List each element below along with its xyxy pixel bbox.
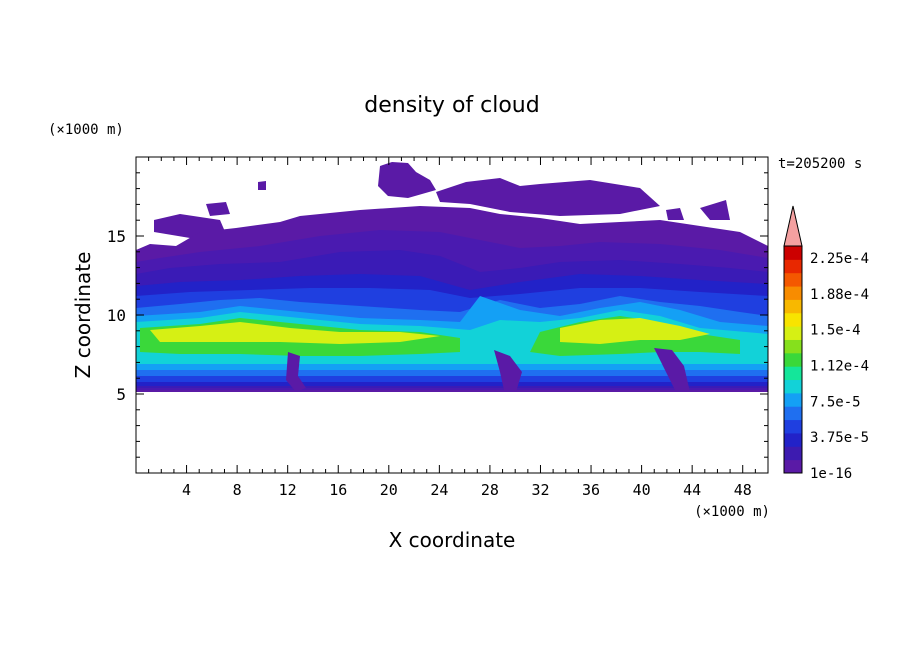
colorbar-swatch	[784, 339, 802, 354]
colorbar-swatch	[784, 459, 802, 474]
colorbar-swatch	[784, 379, 802, 394]
colorbar: 1e-16 3.75e-5 7.5e-5 1.12e-4 1.5e-4 1.88e-4 2.…	[783, 205, 869, 482]
colorbar-label: 1.88e-4	[810, 287, 869, 303]
time-label: t=205200 s	[778, 156, 862, 172]
colorbar-swatch	[784, 419, 802, 434]
cloud-field	[136, 162, 768, 392]
colorbar-swatch	[784, 259, 802, 274]
colorbar-label: 1e-16	[810, 466, 852, 482]
cloud-patch	[436, 178, 660, 216]
cloud-core	[150, 322, 440, 344]
x-tick-label: 16	[329, 481, 347, 499]
downdraft	[286, 352, 306, 392]
colorbar-swatch	[784, 286, 802, 300]
y-tick-label: 15	[107, 227, 126, 246]
y-tick-label: 5	[116, 385, 126, 404]
colorbar-swatch	[784, 246, 802, 260]
x-tick-label: 20	[380, 481, 398, 499]
cloud-patch	[258, 181, 266, 190]
x-tick-label: 36	[582, 481, 600, 499]
chart-title: density of cloud	[364, 93, 539, 118]
y-axis-title: Z coordinate	[71, 252, 95, 379]
cloud-patch	[700, 200, 730, 220]
colorbar-label: 2.25e-4	[810, 251, 869, 267]
cloud-core	[560, 318, 710, 344]
y-unit-label: (×1000 m)	[48, 122, 124, 138]
x-tick-label: 32	[531, 481, 549, 499]
colorbar-swatch	[784, 312, 802, 327]
colorbar-swatch	[784, 446, 802, 461]
colorbar-swatch	[784, 326, 802, 340]
colorbar-swatch	[784, 352, 802, 367]
colorbar-label: 1.5e-4	[810, 323, 861, 339]
cloud-patch	[666, 208, 684, 220]
colorbar-swatch	[784, 299, 802, 314]
x-tick-label: 48	[734, 481, 752, 499]
colorbar-swatch	[784, 432, 802, 447]
colorbar-swatch	[784, 392, 802, 407]
cloud-patch	[378, 162, 436, 198]
colorbar-label: 3.75e-5	[810, 430, 869, 446]
y-tick-label: 10	[107, 306, 126, 325]
x-tick-label: 24	[430, 481, 448, 499]
y-axis: 5 10 15	[107, 172, 768, 458]
colorbar-label: 1.12e-4	[810, 359, 869, 375]
x-tick-label: 12	[279, 481, 297, 499]
colorbar-extend-triangle	[783, 205, 803, 247]
colorbar-frame	[783, 245, 803, 474]
x-tick-label: 40	[633, 481, 651, 499]
x-unit-label: (×1000 m)	[694, 504, 770, 520]
colorbar-swatch	[784, 406, 802, 421]
x-tick-label: 28	[481, 481, 499, 499]
downdraft	[494, 350, 522, 392]
x-axis: 4 8 12 16 20 24 28 32 36 40 44 48	[148, 157, 756, 499]
colorbar-swatch	[784, 366, 802, 381]
colorbar-label: 7.5e-5	[810, 394, 861, 410]
x-tick-label: 44	[683, 481, 701, 499]
x-axis-title: X coordinate	[389, 528, 516, 552]
downdraft	[654, 348, 690, 392]
colorbar-swatch	[784, 272, 802, 287]
x-tick-label: 4	[182, 481, 191, 499]
cloud-patch	[206, 202, 230, 216]
x-tick-label: 8	[233, 481, 242, 499]
